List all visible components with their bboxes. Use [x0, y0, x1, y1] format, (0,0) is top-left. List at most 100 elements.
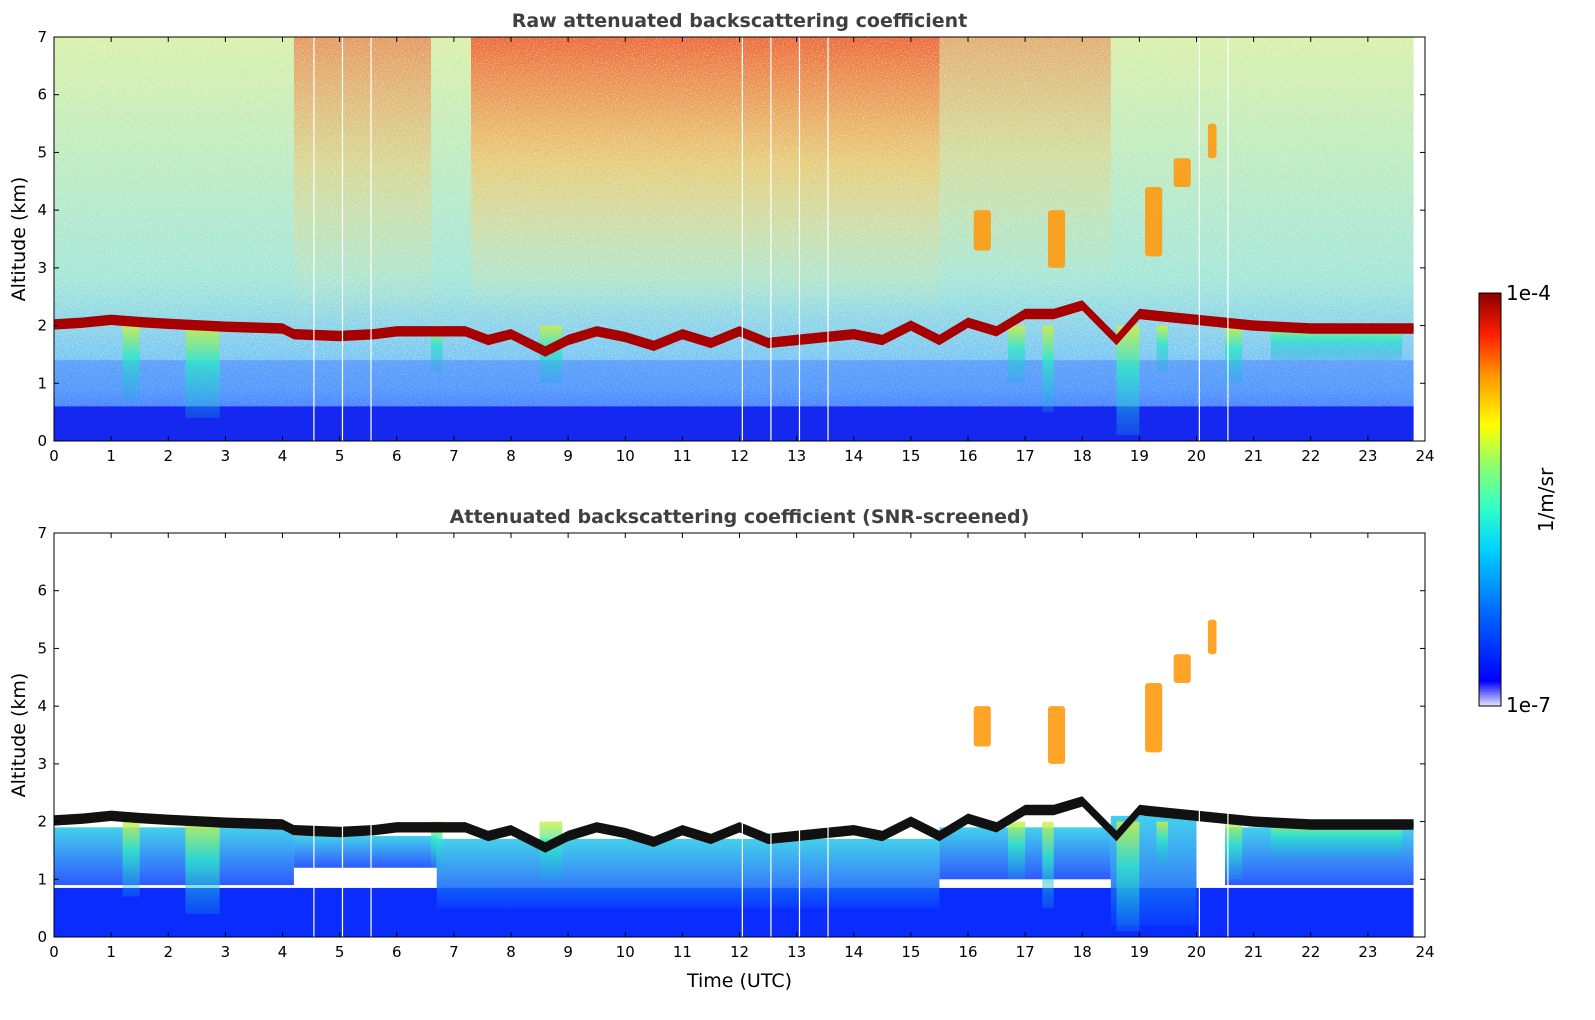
y-tick-label: 3	[37, 755, 47, 773]
x-tick-label: 3	[221, 447, 231, 465]
x-tick-label: 23	[1358, 943, 1377, 961]
cloud-base-layer	[54, 300, 1414, 357]
y-tick-label: 2	[37, 317, 47, 335]
x-tick-label: 18	[1073, 943, 1092, 961]
elevated-cloud-patch	[1207, 619, 1217, 655]
x-tick-label: 24	[1415, 943, 1434, 961]
boundary-layer-haze	[54, 360, 1414, 407]
y-tick-label: 1	[37, 374, 47, 392]
elevated-cloud-patch	[1173, 654, 1191, 684]
x-tick-label: 12	[730, 943, 749, 961]
virga-streak	[185, 325, 220, 418]
virga-streak	[122, 325, 140, 401]
x-tick-label: 9	[563, 447, 573, 465]
x-tick-label: 18	[1073, 447, 1092, 465]
virga-streak	[431, 821, 443, 868]
virga-streak	[1156, 325, 1168, 372]
top-heatmap	[54, 37, 1414, 441]
x-tick-label: 22	[1301, 943, 1320, 961]
virga-streak	[1116, 821, 1140, 932]
elevated-cloud-patch	[1173, 158, 1191, 188]
top-y-axis-label: Altitude (km)	[8, 177, 30, 302]
virga-streak	[122, 821, 140, 897]
virga-streak	[431, 325, 443, 372]
x-tick-label: 3	[221, 943, 231, 961]
x-tick-label: 12	[730, 447, 749, 465]
x-tick-label: 13	[787, 447, 806, 465]
x-tick-label: 8	[506, 943, 516, 961]
x-tick-label: 7	[449, 447, 459, 465]
x-tick-label: 6	[392, 447, 402, 465]
screened-boundary-layer	[293, 836, 437, 868]
elevated-cloud-patch	[1145, 187, 1163, 257]
bottom-ticks: 0 1 2 3 4 5 6 7 8 9 10 11 12 13 14 15 16 17 18 19 20 21 22 23 24…	[37, 524, 1434, 961]
x-tick-label: 19	[1130, 943, 1149, 961]
y-tick-label: 2	[37, 813, 47, 831]
y-tick-label: 7	[37, 28, 47, 46]
elevated-cloud-patch	[1207, 123, 1217, 159]
x-tick-label: 23	[1358, 447, 1377, 465]
x-tick-label: 22	[1301, 447, 1320, 465]
cloud-base-line	[54, 798, 1414, 851]
noise-texture	[54, 37, 1414, 441]
x-tick-label: 15	[901, 447, 920, 465]
x-tick-label: 20	[1187, 943, 1206, 961]
x-tick-label: 2	[163, 447, 173, 465]
x-tick-label: 14	[844, 447, 863, 465]
x-tick-label: 11	[673, 447, 692, 465]
x-tick-label: 5	[335, 447, 345, 465]
x-tick-label: 13	[787, 943, 806, 961]
bottom-panel: 0 1 2 3 4 5 6 7 8 9 10 11 12 13 14 15 16 17 18 19 20 21 22 23 24…	[8, 524, 1435, 992]
x-tick-label: 10	[616, 447, 635, 465]
colorbar-unit-label: 1/m/sr	[1534, 467, 1558, 532]
y-tick-label: 6	[37, 582, 47, 600]
colorbar-min-label: 1e-7	[1506, 693, 1551, 717]
screened-boundary-layer	[54, 827, 294, 886]
virga-streak	[539, 325, 563, 384]
top-ticks: 0 1 2 3 4 5 6 7 8 9 10 11 12 13 14 15 16 17 18 19 20 21 22 23 24…	[37, 28, 1434, 465]
x-axis-label: Time (UTC)	[686, 970, 792, 992]
y-tick-label: 4	[37, 201, 47, 219]
x-tick-label: 16	[958, 943, 977, 961]
y-tick-label: 0	[37, 928, 47, 946]
elevated-cloud-patch	[1145, 683, 1163, 753]
y-tick-label: 5	[37, 639, 47, 657]
y-tick-label: 3	[37, 259, 47, 277]
x-tick-label: 14	[844, 943, 863, 961]
x-tick-label: 0	[49, 447, 59, 465]
x-tick-label: 24	[1415, 447, 1434, 465]
elevated-cloud-patch	[1047, 706, 1066, 764]
y-tick-label: 0	[37, 432, 47, 450]
virga-streak	[1007, 325, 1026, 384]
x-tick-label: 19	[1130, 447, 1149, 465]
virga-streak	[1225, 325, 1243, 384]
x-tick-label: 20	[1187, 447, 1206, 465]
bottom-heatmap	[54, 533, 1414, 937]
x-tick-label: 15	[901, 943, 920, 961]
x-tick-label: 21	[1244, 447, 1263, 465]
x-tick-label: 11	[673, 943, 692, 961]
surface-aerosol-layer	[54, 406, 1414, 441]
elevated-cloud-patch	[1047, 210, 1066, 268]
virga-streak	[1042, 325, 1054, 413]
elevated-cloud-patch	[973, 706, 991, 747]
virga-streak	[1156, 821, 1168, 868]
x-tick-label: 1	[106, 447, 116, 465]
x-tick-label: 4	[278, 447, 288, 465]
colorbar-max-label: 1e-4	[1506, 281, 1551, 305]
virga-streak	[1007, 821, 1026, 880]
x-tick-label: 7	[449, 943, 459, 961]
y-tick-label: 4	[37, 697, 47, 715]
x-tick-label: 9	[563, 943, 573, 961]
x-tick-label: 16	[958, 447, 977, 465]
screened-boundary-layer	[436, 838, 940, 909]
cloud-base-line	[54, 302, 1414, 355]
x-tick-label: 6	[392, 943, 402, 961]
virga-streak	[185, 821, 220, 914]
virga-streak	[1225, 821, 1243, 880]
y-tick-label: 5	[37, 143, 47, 161]
virga-streak	[1116, 325, 1140, 436]
x-tick-label: 8	[506, 447, 516, 465]
x-tick-label: 2	[163, 943, 173, 961]
